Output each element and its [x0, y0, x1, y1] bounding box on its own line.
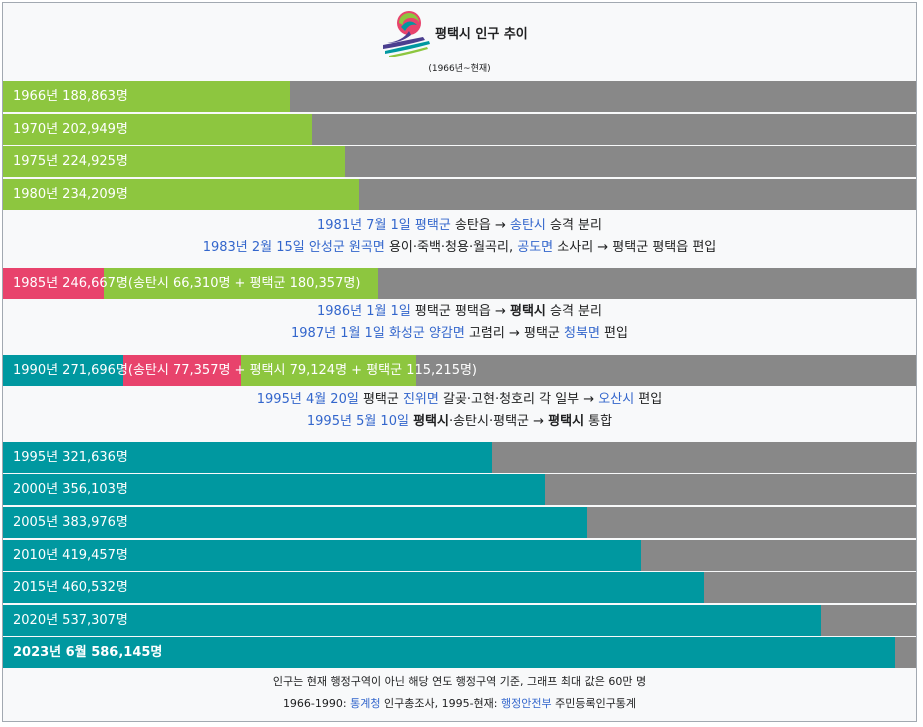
link-place-cheongbuk[interactable]: 청북면	[564, 326, 600, 341]
note-text: 용이·죽백·청용·월곡리,	[384, 240, 518, 255]
link-osan-si[interactable]: 오산시	[598, 392, 635, 407]
bar-segment-2000-1	[3, 474, 545, 505]
link-songtan-si[interactable]: 송탄시	[509, 218, 546, 233]
note-text: 편입	[634, 392, 663, 407]
footer-text: 주민등록인구통계	[551, 697, 637, 710]
chart-title: 평택시 인구 추이	[435, 27, 528, 42]
note-1987: 1987년 1월 1일 화성군 양감면 고렴리 → 평택군 청북면 편입	[3, 323, 916, 345]
bar-label-1990: 1990년 271,696명(송탄시 77,357명 + 평택시 79,124명…	[13, 363, 478, 378]
bar-segment-2020-1	[3, 605, 821, 636]
bar-label-1970: 1970년 202,949명	[13, 122, 128, 137]
footer-text: 1966-1990:	[282, 697, 351, 710]
note-block-1981: 1981년 7월 1일 평택군 송탄읍 → 송탄시 승격 분리 1983년 2월…	[3, 215, 916, 259]
bar-segment-1980-1	[3, 179, 360, 210]
bar-segment-2015-1	[3, 572, 704, 603]
note-1983: 1983년 2월 15일 안성군 원곡면 용이·죽백·청용·월곡리, 공도면 소…	[3, 237, 916, 259]
chart-subtitle: (1966년~현재)	[428, 64, 491, 74]
note-city-bold: 평택시	[509, 304, 546, 319]
bar-row-1990: 1990년 271,696명(송탄시 77,357명 + 평택시 79,124명…	[3, 355, 916, 386]
bar-row-1995: 1995년 321,636명	[3, 442, 916, 473]
note-text: 통합	[584, 414, 613, 429]
note-text: 평택군	[358, 392, 403, 407]
bar-segment-2005-1	[3, 507, 588, 538]
bar-row-2015: 2015년 460,532명	[3, 572, 916, 603]
bar-segment-1990-3	[241, 355, 417, 386]
link-place-pyeongtaek-gun[interactable]: 평택군	[414, 218, 451, 233]
bar-label-2023: 2023년 6월 586,145명	[13, 645, 163, 660]
link-place-wongok[interactable]: 안성군 원곡면	[308, 240, 385, 255]
chart-footer: 인구는 현재 행정구역이 아닌 해당 연도 행정구역 기준, 그래프 최대 값은…	[3, 671, 916, 715]
footer-text: 인구총조사, 1995-현재:	[380, 697, 501, 710]
link-date-1987[interactable]: 1987년 1월 1일	[291, 326, 385, 341]
link-date-1981[interactable]: 1981년 7월 1일	[317, 218, 411, 233]
note-city-bold: 평택시	[413, 414, 449, 429]
bar-row-1980: 1980년 234,209명	[3, 179, 916, 210]
link-date-1983[interactable]: 1983년 2월 15일	[202, 240, 305, 255]
bar-label-2005: 2005년 383,976명	[13, 515, 128, 530]
note-1995-apr: 1995년 4월 20일 평택군 진위면 갈곶·고현·청호리 각 일부 → 오산…	[3, 389, 916, 411]
bar-segment-1985-2	[103, 268, 379, 299]
note-block-1995: 1995년 4월 20일 평택군 진위면 갈곶·고현·청호리 각 일부 → 오산…	[3, 389, 916, 433]
note-text: 승격 분리	[545, 218, 602, 233]
bar-row-1985: 1985년 246,667명(송탄시 66,310명 + 평택군 180,357…	[3, 268, 916, 299]
footer-sources: 1966-1990: 통계청 인구총조사, 1995-현재: 행정안전부 주민등…	[3, 693, 916, 715]
bar-label-1995: 1995년 321,636명	[13, 450, 128, 465]
bar-label-1980: 1980년 234,209명	[13, 187, 128, 202]
note-block-1986: 1986년 1월 1일 평택군 평택읍 → 평택시 승격 분리 1987년 1월…	[3, 301, 916, 345]
bar-segment-1970-1	[3, 114, 312, 145]
link-place-gongdo[interactable]: 공도면	[517, 240, 554, 255]
bar-row-2020: 2020년 537,307명	[3, 605, 916, 636]
link-ministry-interior[interactable]: 행정안전부	[500, 697, 552, 710]
note-1981: 1981년 7월 1일 평택군 송탄읍 → 송탄시 승격 분리	[3, 215, 916, 237]
note-text: 고렴리 → 평택군	[464, 326, 565, 341]
bar-segment-1995-1	[3, 442, 493, 473]
link-date-1995-apr[interactable]: 1995년 4월 20일	[256, 392, 359, 407]
bar-row-1966: 1966년 188,863명	[3, 81, 916, 112]
bar-segment-1975-1	[3, 146, 346, 177]
bar-segment-1985-1	[3, 268, 104, 299]
bar-row-2000: 2000년 356,103명	[3, 474, 916, 505]
note-city-bold: 평택시	[548, 414, 585, 429]
bar-row-2010: 2010년 419,457명	[3, 540, 916, 571]
bar-label-1975: 1975년 224,925명	[13, 154, 128, 169]
bar-label-2020: 2020년 537,307명	[13, 613, 128, 628]
footer-note: 인구는 현재 행정구역이 아닌 해당 연도 행정구역 기준, 그래프 최대 값은…	[272, 675, 647, 688]
bar-row-2005: 2005년 383,976명	[3, 507, 916, 538]
link-statistics-korea[interactable]: 통계청	[350, 697, 381, 710]
note-text: 승격 분리	[545, 304, 602, 319]
link-place-yanggam[interactable]: 화성군 양감면	[388, 326, 465, 341]
bar-label-1966: 1966년 188,863명	[13, 89, 128, 104]
bar-label-2000: 2000년 356,103명	[13, 482, 128, 497]
pyeongtaek-logo-icon	[383, 11, 430, 57]
link-place-jinwi[interactable]: 진위면	[402, 392, 439, 407]
note-text: ·송탄시·평택군 →	[448, 414, 549, 429]
note-1986: 1986년 1월 1일 평택군 평택읍 → 평택시 승격 분리	[3, 301, 916, 323]
chart-header: 평택시 인구 추이 (1966년~현재)	[3, 3, 916, 83]
bar-row-1975: 1975년 224,925명	[3, 146, 916, 177]
link-date-1986[interactable]: 1986년 1월 1일	[317, 304, 411, 319]
bar-segment-1966-1	[3, 81, 291, 112]
bar-label-1985: 1985년 246,667명(송탄시 66,310명 + 평택군 180,357…	[13, 276, 361, 291]
bar-segment-1990-2	[123, 355, 242, 386]
bar-segment-1990-1	[3, 355, 124, 386]
note-text: 편입	[599, 326, 628, 341]
link-date-1995-may[interactable]: 1995년 5월 10일	[306, 414, 409, 429]
bar-row-1970: 1970년 202,949명	[3, 114, 916, 145]
bar-segment-2023-1	[3, 637, 895, 668]
note-text: 평택군 평택읍 →	[410, 304, 510, 319]
note-text: 송탄읍 →	[450, 218, 510, 233]
bar-segment-2010-1	[3, 540, 642, 571]
bar-label-2015: 2015년 460,532명	[13, 580, 128, 595]
bar-row-2023: 2023년 6월 586,145명	[3, 637, 916, 668]
note-text: 소사리 → 평택군 평택읍 편입	[553, 240, 717, 255]
note-1995-may: 1995년 5월 10일 평택시·송탄시·평택군 → 평택시 통합	[3, 411, 916, 433]
note-text: 갈곶·고현·청호리 각 일부 →	[438, 392, 599, 407]
bar-label-2010: 2010년 419,457명	[13, 548, 128, 563]
